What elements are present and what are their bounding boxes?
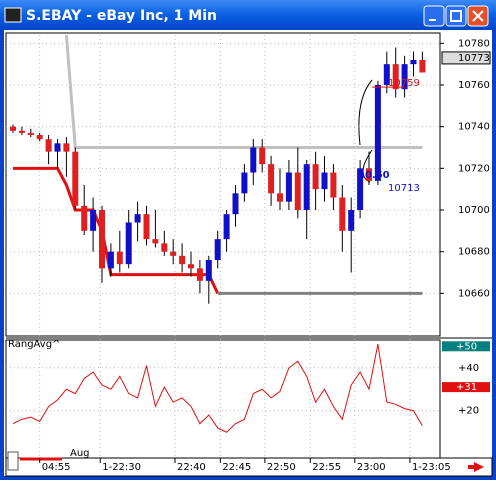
candle-body [116, 251, 123, 265]
candle-body [223, 214, 230, 240]
annotation-label: 10713 [388, 183, 420, 194]
y-tick-label: 10660 [458, 288, 490, 299]
price-panel [5, 32, 441, 337]
candle-body [143, 214, 150, 240]
last-price-box [441, 51, 491, 65]
time-axis [5, 457, 493, 477]
candle-body [179, 255, 186, 265]
x-tick-label: 1-22:30 [102, 462, 141, 473]
y-tick-label: 10680 [458, 247, 490, 258]
candle-body [419, 60, 426, 73]
candle-body [277, 193, 283, 202]
candle-body [10, 126, 16, 131]
icon [472, 10, 484, 22]
candle-body [348, 210, 355, 231]
candle-body [392, 64, 399, 90]
candle-body [241, 172, 248, 194]
icon [450, 10, 462, 22]
y-tick-label: 10700 [458, 205, 490, 216]
candle-body [268, 164, 275, 194]
candle-body [339, 197, 346, 231]
current-label: +31 [456, 382, 477, 393]
level-box [442, 341, 490, 352]
y-tick-label: 10740 [458, 122, 490, 133]
y-tick-label: +20 [458, 406, 479, 417]
app-icon [4, 7, 22, 23]
level-label: +50 [456, 341, 477, 352]
candle-body [285, 172, 292, 202]
candle-body [188, 264, 194, 269]
current-box [442, 382, 490, 393]
scroll-arrow[interactable] [468, 462, 484, 472]
candle-body [81, 205, 88, 231]
candle-body [27, 132, 34, 135]
candle-body [134, 214, 141, 223]
overlay-line [64, 34, 423, 149]
candle-body [125, 222, 132, 265]
footer-label: Aug [70, 448, 90, 459]
title-bar [0, 0, 496, 30]
candle-body [410, 60, 417, 65]
indicator-title: RangAvg^ [8, 339, 60, 350]
indicator-line [12, 344, 423, 433]
candle-body [366, 168, 372, 181]
candle-body [72, 151, 79, 206]
candle-body [214, 239, 221, 260]
candle-body [374, 85, 381, 181]
maximize-button[interactable] [445, 5, 467, 27]
candle-body [99, 210, 105, 269]
x-tick-label: 22:55 [312, 462, 341, 473]
x-tick-label: 22:45 [222, 462, 251, 473]
candle-body [54, 143, 61, 152]
last-price-label: 10773 [458, 53, 490, 64]
candle-body [401, 64, 408, 90]
candle-body [45, 139, 52, 152]
candle-body [18, 130, 25, 133]
overlay-line [13, 166, 220, 294]
y-tick-label: 10760 [458, 80, 490, 91]
candle-body [321, 172, 328, 190]
x-tick-label: 1-23:05 [412, 462, 451, 473]
candle-body [170, 251, 177, 256]
candle-body [330, 172, 337, 198]
candle-body [250, 147, 257, 173]
y-tick-label: 10780 [458, 38, 490, 49]
x-tick-label: 23:00 [357, 462, 386, 473]
candle-body [36, 135, 43, 140]
candle-body [161, 243, 168, 252]
difference-label: $0.50 [358, 170, 390, 181]
candle-body [357, 168, 364, 210]
candle-body [232, 193, 239, 215]
minimize-button[interactable] [423, 5, 445, 27]
candle-body [294, 172, 301, 210]
y-tick-label: 10720 [458, 163, 490, 174]
candle-body [63, 143, 70, 152]
x-tick-label: 04:55 [42, 462, 71, 473]
scroll-box[interactable] [7, 451, 19, 471]
candle-body [205, 260, 212, 281]
window-title: S.EBAY - eBay Inc, 1 Min [26, 8, 217, 24]
x-tick-label: 22:40 [177, 462, 206, 473]
candle-body [107, 251, 114, 269]
candle-body [259, 147, 266, 165]
candle-body [90, 210, 97, 231]
measure-arc [358, 79, 373, 146]
y-tick-label: +40 [458, 363, 479, 374]
candle-body [152, 239, 159, 244]
candle-body [312, 164, 319, 190]
window-buttons[interactable] [423, 5, 489, 27]
candle-body [303, 164, 310, 210]
candle-body [383, 64, 390, 85]
candle-body [196, 268, 203, 281]
annotation-label: 10759 [388, 78, 420, 89]
chart-area [4, 30, 492, 476]
x-tick-label: 22:50 [267, 462, 296, 473]
